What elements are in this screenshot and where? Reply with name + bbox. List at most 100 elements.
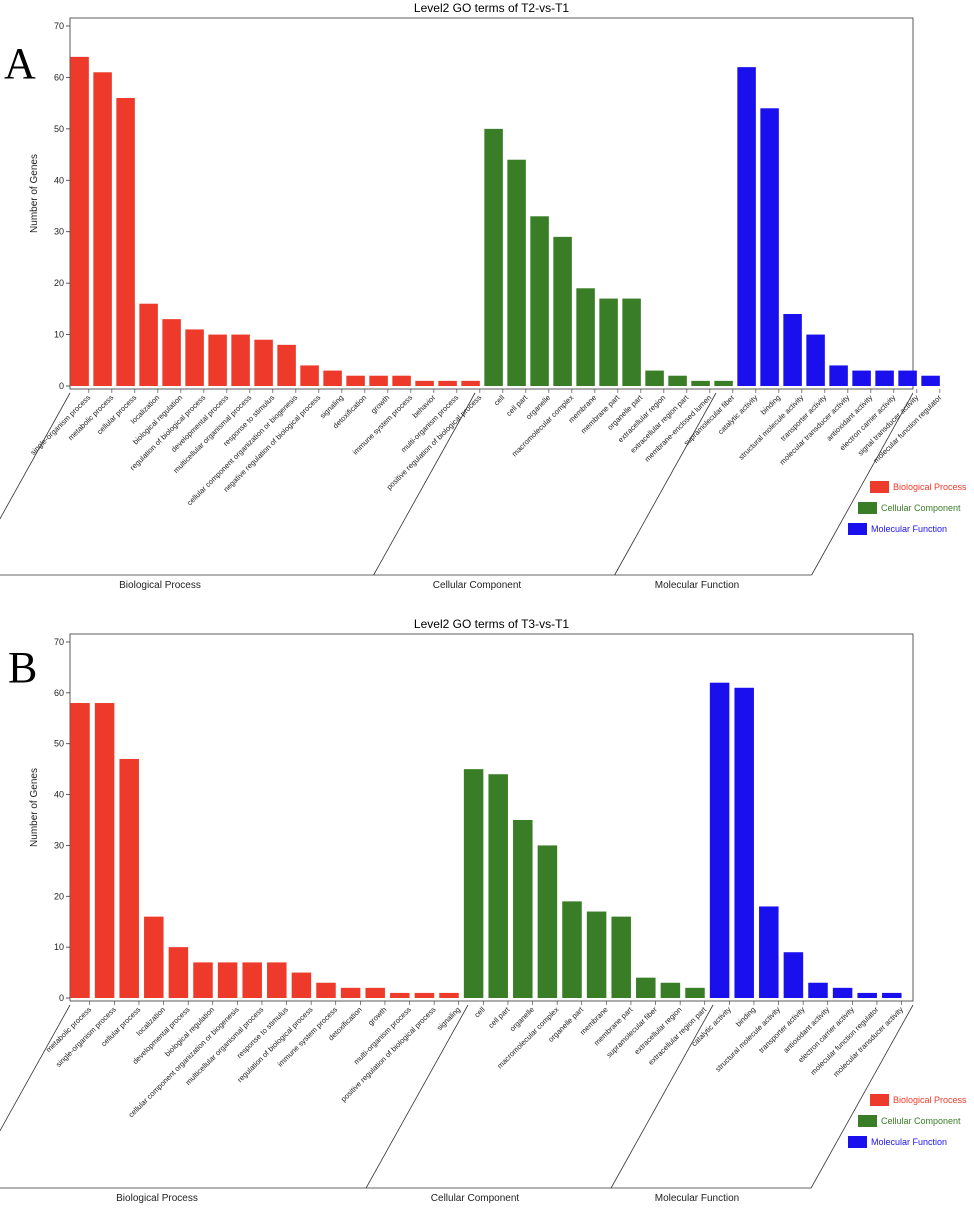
bar-cellular-component bbox=[714, 380, 733, 386]
y-tick-label: 70 bbox=[54, 637, 64, 647]
bar-biological-process bbox=[414, 992, 435, 998]
group-label: Cellular Component bbox=[431, 1193, 520, 1204]
y-tick-label: 60 bbox=[54, 72, 64, 82]
panel-letter: A bbox=[4, 39, 36, 88]
bar-molecular-function bbox=[709, 682, 730, 998]
y-tick-label: 20 bbox=[54, 891, 64, 901]
bar-molecular-function bbox=[760, 108, 779, 387]
bar-biological-process bbox=[438, 380, 457, 386]
bar-biological-process bbox=[415, 380, 434, 386]
plot-frame bbox=[69, 17, 914, 390]
y-axis-label: Number of Genes bbox=[29, 768, 40, 847]
y-tick-label: 10 bbox=[54, 942, 64, 952]
bar-molecular-function bbox=[829, 365, 848, 386]
bar-cellular-component bbox=[507, 159, 526, 386]
y-tick-label: 40 bbox=[54, 790, 64, 800]
bar-biological-process bbox=[392, 375, 411, 386]
bar-molecular-function bbox=[857, 992, 877, 998]
bar-biological-process bbox=[139, 303, 158, 386]
bar-molecular-function bbox=[759, 906, 779, 998]
group-divider-line bbox=[365, 1004, 469, 1189]
group-divider-line bbox=[0, 1004, 71, 1132]
legend-swatch bbox=[870, 481, 889, 493]
y-tick-label: 70 bbox=[54, 21, 64, 31]
bar-biological-process bbox=[277, 344, 296, 386]
bar-biological-process bbox=[346, 375, 365, 386]
bar-biological-process bbox=[119, 758, 139, 998]
group-label: Cellular Component bbox=[433, 580, 522, 591]
bar-biological-process bbox=[254, 339, 273, 386]
bar-biological-process bbox=[70, 703, 90, 998]
bar-molecular-function bbox=[808, 982, 828, 998]
y-tick-label: 0 bbox=[59, 993, 64, 1003]
group-divider-line bbox=[811, 392, 914, 576]
legend-label: Cellular Component bbox=[881, 503, 961, 513]
x-category-label: cell bbox=[492, 393, 507, 408]
bar-cellular-component bbox=[611, 916, 631, 998]
bar-biological-process bbox=[116, 98, 135, 386]
group-divider-line bbox=[610, 1004, 714, 1189]
bar-biological-process bbox=[168, 947, 189, 998]
y-tick-label: 40 bbox=[54, 175, 64, 185]
bar-biological-process bbox=[217, 962, 238, 998]
legend-swatch bbox=[858, 502, 877, 514]
legend-label: Biological Process bbox=[893, 1095, 967, 1105]
bar-biological-process bbox=[369, 375, 388, 386]
bar-biological-process bbox=[365, 987, 385, 998]
group-label: Biological Process bbox=[116, 1193, 198, 1204]
bar-biological-process bbox=[208, 334, 227, 386]
bar-molecular-function bbox=[737, 67, 756, 387]
group-label: Molecular Function bbox=[655, 1193, 739, 1204]
bar-cellular-component bbox=[463, 769, 484, 998]
bar-cellular-component bbox=[668, 375, 687, 386]
bar-molecular-function bbox=[852, 370, 871, 386]
bar-cellular-component bbox=[553, 236, 572, 386]
x-category-label: cell bbox=[472, 1005, 487, 1020]
y-tick-label: 50 bbox=[54, 124, 64, 134]
bar-cellular-component bbox=[691, 380, 710, 386]
bar-biological-process bbox=[242, 962, 262, 998]
bar-cellular-component bbox=[576, 288, 595, 386]
bar-biological-process bbox=[93, 72, 112, 387]
bar-molecular-function bbox=[898, 370, 917, 386]
x-category-label: binding bbox=[734, 1005, 757, 1028]
bar-biological-process bbox=[340, 987, 361, 998]
legend-swatch bbox=[858, 1115, 877, 1127]
bar-biological-process bbox=[193, 962, 213, 998]
bar-biological-process bbox=[267, 962, 287, 998]
bar-biological-process bbox=[144, 916, 164, 998]
bar-cellular-component bbox=[537, 845, 558, 998]
group-label: Molecular Function bbox=[655, 580, 739, 591]
legend-swatch bbox=[848, 523, 867, 535]
x-category-label: signaling bbox=[435, 1005, 462, 1032]
bar-molecular-function bbox=[783, 952, 804, 998]
panel-letter: B bbox=[8, 643, 37, 692]
bar-biological-process bbox=[390, 992, 410, 998]
bar-cellular-component bbox=[622, 298, 641, 386]
bar-cellular-component bbox=[488, 774, 508, 998]
y-tick-label: 60 bbox=[54, 688, 64, 698]
bar-biological-process bbox=[461, 380, 480, 386]
bar-cellular-component bbox=[530, 216, 549, 386]
bar-molecular-function bbox=[806, 334, 825, 386]
bar-biological-process bbox=[185, 329, 204, 386]
bar-biological-process bbox=[300, 365, 319, 386]
y-tick-label: 30 bbox=[54, 227, 64, 237]
bar-cellular-component bbox=[645, 370, 664, 386]
bar-biological-process bbox=[323, 370, 342, 386]
bar-biological-process bbox=[162, 319, 181, 386]
bar-biological-process bbox=[439, 992, 459, 998]
bar-cellular-component bbox=[636, 977, 656, 998]
chart-title: Level2 GO terms of T2-vs-T1 bbox=[414, 1, 569, 15]
legend-label: Molecular Function bbox=[871, 524, 947, 534]
bar-cellular-component bbox=[599, 298, 618, 386]
x-category-label: growth bbox=[366, 1005, 388, 1027]
bar-molecular-function bbox=[832, 987, 853, 998]
bar-cellular-component bbox=[685, 987, 705, 998]
chart-title: Level2 GO terms of T3-vs-T1 bbox=[414, 617, 569, 631]
bar-molecular-function bbox=[921, 375, 940, 386]
group-divider-line bbox=[373, 392, 476, 576]
y-tick-label: 50 bbox=[54, 739, 64, 749]
chart-panel-b: B Level2 GO terms of T3-vs-T1 0 10 20 30 40 50 6… bbox=[0, 617, 967, 1204]
